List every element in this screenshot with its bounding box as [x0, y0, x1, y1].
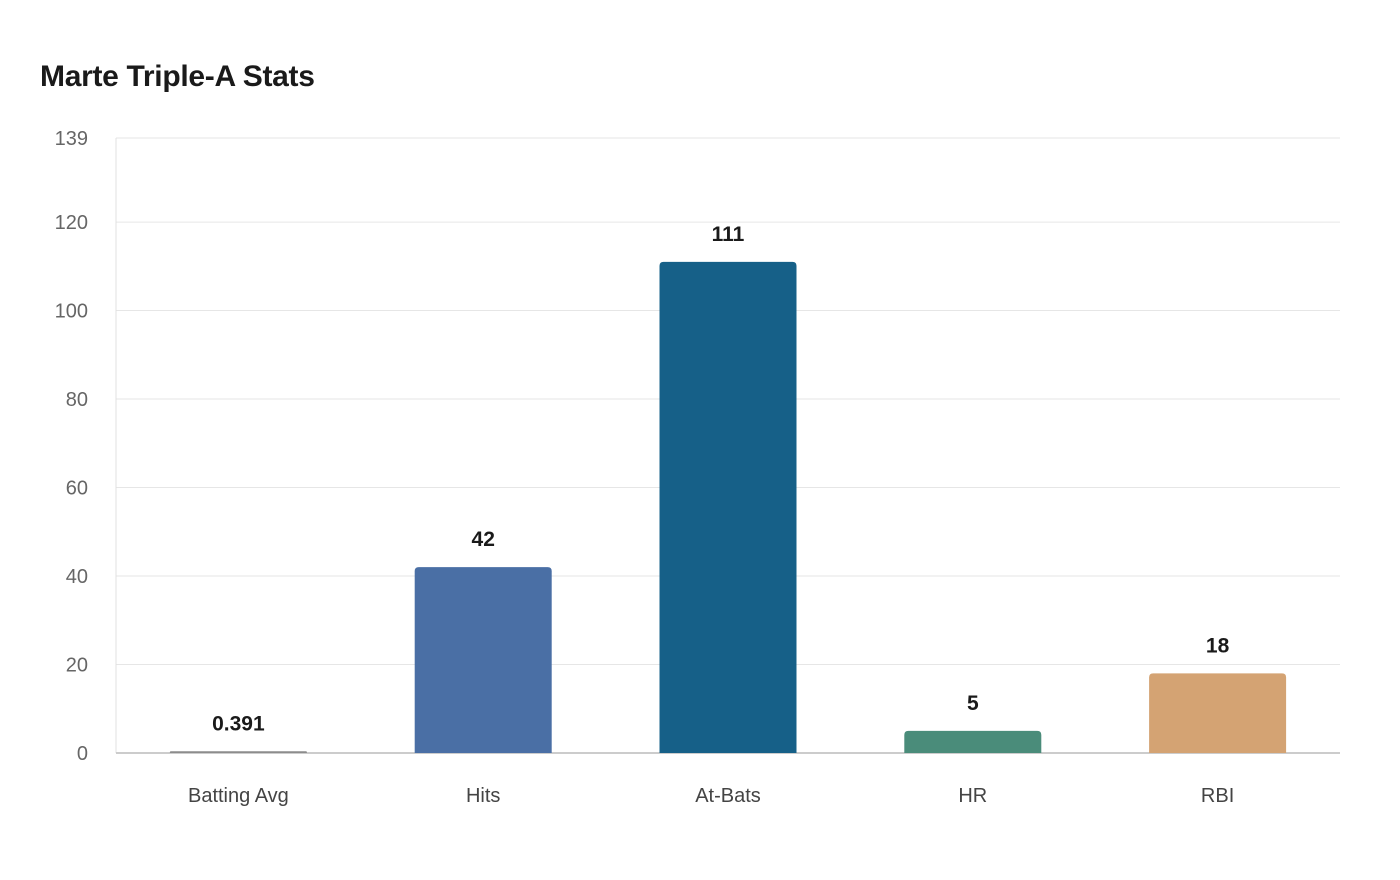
x-tick-label: RBI: [1201, 785, 1234, 807]
value-label: 5: [967, 692, 979, 715]
x-tick-label: Hits: [466, 785, 500, 807]
y-tick-label: 0: [77, 743, 88, 765]
value-label: 0.391: [212, 712, 265, 735]
y-tick-label: 20: [66, 655, 88, 677]
y-tick-label: 80: [66, 389, 88, 411]
bars: [169, 261, 1287, 753]
bar-batting-avg[interactable]: [169, 751, 307, 753]
labels: 0 20 40 60 80 100 120 139 0.391 Batting Avg 42 Hits…: [55, 128, 1235, 807]
x-tick-label: Batting Avg: [188, 785, 289, 807]
bar-hits[interactable]: [414, 567, 552, 753]
bar-rbi[interactable]: [1149, 673, 1287, 753]
value-label: 42: [472, 528, 495, 551]
bar-hr[interactable]: [904, 730, 1042, 753]
bar-at-bats[interactable]: [659, 261, 797, 753]
value-label: 18: [1206, 634, 1230, 657]
x-tick-label: HR: [958, 785, 987, 807]
y-tick-label: 100: [55, 301, 88, 323]
x-tick-label: At-Bats: [695, 785, 761, 807]
y-tick-label: 60: [66, 478, 88, 500]
y-tick-label: 139: [55, 128, 88, 150]
y-tick-label: 120: [55, 212, 88, 234]
value-label: 111: [712, 223, 745, 246]
chart-title: Marte Triple-A Stats: [40, 60, 315, 93]
y-tick-label: 40: [66, 566, 88, 588]
